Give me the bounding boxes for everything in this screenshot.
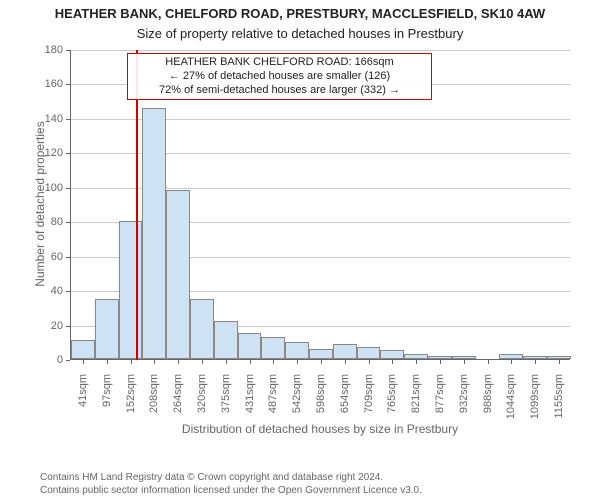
x-tick-mark	[488, 360, 489, 364]
x-tick-mark	[273, 360, 274, 364]
histogram-bar	[261, 337, 285, 359]
x-tick-label: 988sqm	[482, 374, 494, 424]
x-tick-mark	[154, 360, 155, 364]
y-tick-mark	[66, 50, 70, 51]
y-tick-mark	[66, 188, 70, 189]
y-tick-mark	[66, 291, 70, 292]
x-tick-label: 932sqm	[458, 374, 470, 424]
x-tick-label: 375sqm	[220, 374, 232, 424]
x-tick-mark	[535, 360, 536, 364]
chart-container: 02040608010012014016018041sqm97sqm152sqm…	[70, 50, 570, 360]
y-axis-label: Number of detached properties	[33, 49, 47, 359]
histogram-bar	[404, 354, 428, 359]
x-tick-mark	[202, 360, 203, 364]
x-tick-mark	[369, 360, 370, 364]
x-tick-label: 320sqm	[196, 374, 208, 424]
x-tick-label: 1044sqm	[505, 374, 517, 424]
histogram-bar	[71, 340, 95, 359]
histogram-bar	[499, 354, 523, 359]
x-tick-mark	[131, 360, 132, 364]
page-title: HEATHER BANK, CHELFORD ROAD, PRESTBURY, …	[0, 6, 600, 21]
x-tick-mark	[345, 360, 346, 364]
x-tick-label: 1099sqm	[529, 374, 541, 424]
x-tick-mark	[226, 360, 227, 364]
x-tick-label: 765sqm	[386, 374, 398, 424]
histogram-bar	[166, 190, 190, 359]
x-tick-label: 208sqm	[148, 374, 160, 424]
histogram-bar	[238, 333, 262, 359]
x-tick-label: 264sqm	[172, 374, 184, 424]
histogram-bar	[119, 221, 143, 359]
x-tick-label: 598sqm	[315, 374, 327, 424]
histogram-bar	[547, 356, 571, 359]
page-root: HEATHER BANK, CHELFORD ROAD, PRESTBURY, …	[0, 0, 600, 500]
y-tick-mark	[66, 326, 70, 327]
x-tick-label: 152sqm	[125, 374, 137, 424]
y-tick-mark	[66, 153, 70, 154]
histogram-bar	[285, 342, 309, 359]
x-tick-label: 97sqm	[101, 374, 113, 424]
histogram-bar	[428, 356, 452, 359]
gridline	[71, 50, 570, 51]
histogram-bar	[190, 299, 214, 359]
histogram-bar	[142, 108, 166, 359]
y-tick-mark	[66, 119, 70, 120]
histogram-bar	[95, 299, 119, 359]
footer-line-2: Contains public sector information licen…	[40, 485, 422, 496]
x-tick-mark	[250, 360, 251, 364]
x-tick-mark	[559, 360, 560, 364]
x-tick-mark	[392, 360, 393, 364]
x-tick-mark	[107, 360, 108, 364]
plot-area: 02040608010012014016018041sqm97sqm152sqm…	[70, 50, 570, 360]
x-tick-label: 41sqm	[77, 374, 89, 424]
histogram-bar	[309, 349, 333, 359]
annotation-line-3: 72% of semi-detached houses are larger (…	[132, 84, 427, 98]
histogram-bar	[333, 344, 357, 360]
x-tick-mark	[416, 360, 417, 364]
y-tick-mark	[66, 257, 70, 258]
x-tick-mark	[464, 360, 465, 364]
x-tick-label: 487sqm	[267, 374, 279, 424]
x-tick-label: 821sqm	[410, 374, 422, 424]
annotation-box: HEATHER BANK CHELFORD ROAD: 166sqm ← 27%…	[127, 53, 432, 100]
annotation-line-1: HEATHER BANK CHELFORD ROAD: 166sqm	[132, 56, 427, 70]
y-tick-mark	[66, 222, 70, 223]
histogram-bar	[523, 356, 547, 359]
y-tick-mark	[66, 84, 70, 85]
x-tick-label: 877sqm	[434, 374, 446, 424]
x-tick-label: 431sqm	[244, 374, 256, 424]
x-tick-label: 1155sqm	[553, 374, 565, 424]
histogram-bar	[452, 356, 476, 359]
x-tick-label: 654sqm	[339, 374, 351, 424]
x-tick-mark	[297, 360, 298, 364]
x-tick-mark	[511, 360, 512, 364]
y-tick-mark	[66, 360, 70, 361]
x-tick-label: 542sqm	[291, 374, 303, 424]
x-tick-label: 709sqm	[363, 374, 375, 424]
x-tick-mark	[321, 360, 322, 364]
histogram-bar	[357, 347, 381, 359]
footer-line-1: Contains HM Land Registry data © Crown c…	[40, 472, 383, 483]
x-tick-mark	[178, 360, 179, 364]
histogram-bar	[214, 321, 238, 359]
page-subtitle: Size of property relative to detached ho…	[0, 26, 600, 41]
x-tick-mark	[440, 360, 441, 364]
x-tick-mark	[83, 360, 84, 364]
annotation-line-2: ← 27% of detached houses are smaller (12…	[132, 70, 427, 84]
x-axis-label: Distribution of detached houses by size …	[70, 422, 570, 436]
histogram-bar	[380, 350, 404, 359]
